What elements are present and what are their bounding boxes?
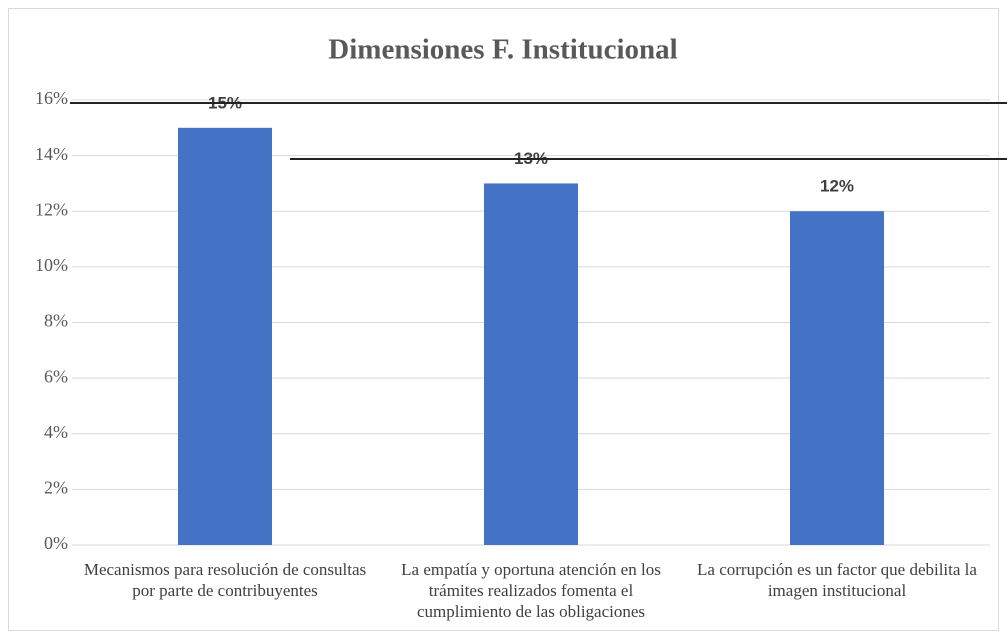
x-tick-label: La empatía y oportuna atención en los tr… (401, 560, 661, 621)
chart-title: Dimensiones F. Institucional (328, 34, 677, 66)
bar (484, 183, 578, 545)
plot-area: 0%2%4%6%8%10%12%14%16% 15%13%12% (35, 88, 990, 553)
y-tick-label: 6% (44, 366, 68, 386)
y-tick-label: 0% (44, 533, 68, 553)
data-label: 12% (820, 177, 854, 196)
y-tick-label: 8% (44, 311, 68, 331)
bar (790, 211, 884, 545)
bar (178, 127, 272, 545)
x-tick-label: Mecanismos para resolución de consultas … (83, 560, 367, 600)
y-tick-label: 12% (35, 199, 68, 219)
y-tick-label: 4% (44, 422, 68, 442)
y-tick-label: 2% (44, 478, 68, 498)
y-tick-label: 10% (35, 255, 68, 275)
y-tick-label: 16% (35, 88, 68, 108)
y-tick-label: 14% (35, 144, 68, 164)
x-tick-label: La corrupción es un factor que debilita … (697, 560, 977, 600)
